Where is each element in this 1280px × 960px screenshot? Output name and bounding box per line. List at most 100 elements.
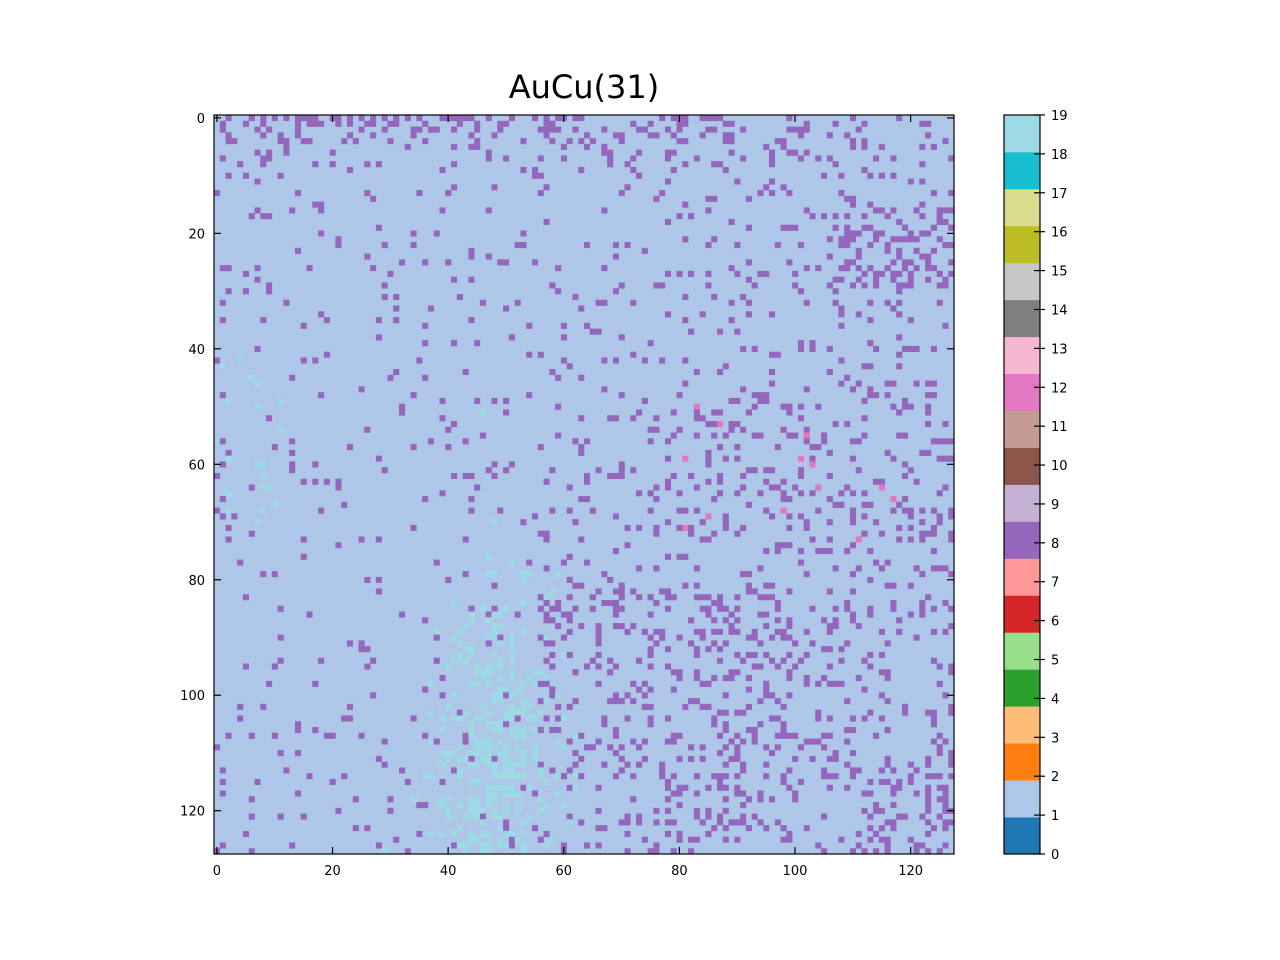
heatmap-cell bbox=[699, 536, 706, 543]
heatmap-cell bbox=[769, 155, 776, 162]
heatmap-cell bbox=[560, 611, 567, 618]
heatmap-cell bbox=[849, 773, 857, 780]
heatmap-cell bbox=[878, 715, 885, 722]
heatmap-cell bbox=[786, 669, 793, 676]
heatmap-cell bbox=[844, 726, 851, 734]
heatmap-cell bbox=[566, 576, 573, 583]
heatmap-cell bbox=[537, 680, 544, 687]
heatmap-cell bbox=[930, 721, 937, 728]
heatmap-cell bbox=[271, 663, 278, 670]
heatmap-cell bbox=[584, 842, 591, 849]
heatmap-cell bbox=[422, 322, 429, 329]
heatmap-cell bbox=[474, 750, 481, 757]
heatmap-cell bbox=[294, 721, 302, 728]
heatmap-cell bbox=[612, 623, 619, 630]
heatmap-cell bbox=[901, 224, 909, 231]
heatmap-cell bbox=[728, 149, 735, 156]
colorbar-segment bbox=[1004, 151, 1040, 190]
heatmap-cell bbox=[664, 830, 672, 837]
heatmap-cell bbox=[832, 224, 839, 231]
heatmap-cell bbox=[352, 825, 359, 832]
heatmap-cell bbox=[844, 242, 851, 249]
heatmap-cell bbox=[375, 576, 382, 583]
heatmap-cell bbox=[479, 813, 487, 820]
heatmap-cell bbox=[641, 357, 648, 364]
heatmap-cell bbox=[901, 703, 909, 710]
heatmap-cell bbox=[300, 138, 307, 145]
heatmap-cell bbox=[219, 120, 226, 127]
heatmap-cell bbox=[716, 478, 724, 485]
heatmap-cell bbox=[930, 380, 937, 387]
heatmap-cell bbox=[693, 432, 700, 439]
y-tick-label: 20 bbox=[188, 227, 205, 242]
heatmap-cell bbox=[682, 784, 689, 791]
heatmap-cell bbox=[624, 542, 631, 549]
heatmap-cell bbox=[936, 519, 943, 526]
heatmap-cell bbox=[664, 178, 672, 185]
heatmap-cell bbox=[578, 444, 585, 451]
heatmap-cell bbox=[543, 530, 550, 537]
heatmap-cell bbox=[294, 726, 302, 734]
heatmap-cell bbox=[636, 594, 643, 601]
heatmap-cell bbox=[531, 166, 539, 174]
heatmap-cell bbox=[780, 836, 787, 843]
heatmap-cell bbox=[474, 484, 481, 491]
heatmap-cell bbox=[942, 138, 949, 145]
heatmap-cell bbox=[774, 605, 781, 612]
heatmap-cell bbox=[375, 317, 382, 324]
heatmap-cell bbox=[578, 623, 585, 630]
heatmap-cell bbox=[786, 432, 793, 439]
heatmap-cell bbox=[312, 726, 319, 734]
heatmap-cell bbox=[699, 628, 706, 635]
heatmap-cell bbox=[728, 397, 735, 404]
heatmap-cell bbox=[682, 357, 689, 364]
heatmap-cell bbox=[555, 726, 562, 734]
heatmap-cell bbox=[589, 328, 596, 335]
heatmap-cell bbox=[803, 738, 810, 745]
heatmap-cell bbox=[878, 530, 885, 537]
heatmap-cell bbox=[578, 732, 585, 739]
heatmap-cell bbox=[763, 143, 770, 150]
heatmap-cell bbox=[832, 420, 839, 428]
heatmap-cell bbox=[254, 265, 261, 272]
heatmap-cell bbox=[514, 686, 521, 693]
heatmap-cell bbox=[647, 594, 654, 601]
heatmap-cell bbox=[636, 657, 643, 664]
heatmap-cell bbox=[861, 415, 868, 422]
heatmap-cell bbox=[647, 651, 654, 658]
heatmap-cell bbox=[774, 138, 781, 145]
heatmap-cell bbox=[705, 611, 712, 618]
heatmap-cell bbox=[716, 709, 724, 716]
heatmap-cell bbox=[497, 750, 504, 757]
heatmap-cell bbox=[873, 732, 880, 739]
heatmap-cell bbox=[792, 149, 799, 156]
heatmap-cell bbox=[803, 628, 810, 635]
heatmap-cell bbox=[578, 773, 585, 780]
heatmap-cell bbox=[844, 640, 851, 647]
heatmap-cell bbox=[520, 698, 527, 705]
heatmap-cell bbox=[682, 703, 689, 710]
heatmap-cell bbox=[878, 230, 885, 237]
heatmap-cell bbox=[913, 207, 920, 214]
heatmap-cell bbox=[595, 784, 602, 791]
heatmap-cell bbox=[393, 115, 400, 122]
heatmap-cell bbox=[468, 755, 475, 762]
heatmap-cell bbox=[300, 115, 307, 122]
heatmap-cell bbox=[844, 420, 851, 428]
heatmap-cell bbox=[630, 588, 637, 595]
heatmap-cell bbox=[786, 259, 793, 266]
heatmap-cell bbox=[682, 115, 689, 122]
heatmap-cell bbox=[520, 628, 527, 635]
heatmap-cell bbox=[543, 715, 550, 722]
heatmap-cell bbox=[468, 721, 475, 728]
heatmap-cell bbox=[584, 496, 591, 503]
heatmap-cell bbox=[849, 611, 857, 618]
heatmap-cell bbox=[474, 120, 481, 127]
heatmap-cell bbox=[861, 790, 868, 797]
heatmap-cell bbox=[682, 293, 689, 301]
heatmap-cell bbox=[549, 126, 556, 133]
heatmap-cell bbox=[884, 242, 891, 249]
heatmap-cell bbox=[214, 438, 221, 445]
heatmap-cell bbox=[520, 703, 527, 710]
heatmap-cell bbox=[936, 218, 943, 225]
